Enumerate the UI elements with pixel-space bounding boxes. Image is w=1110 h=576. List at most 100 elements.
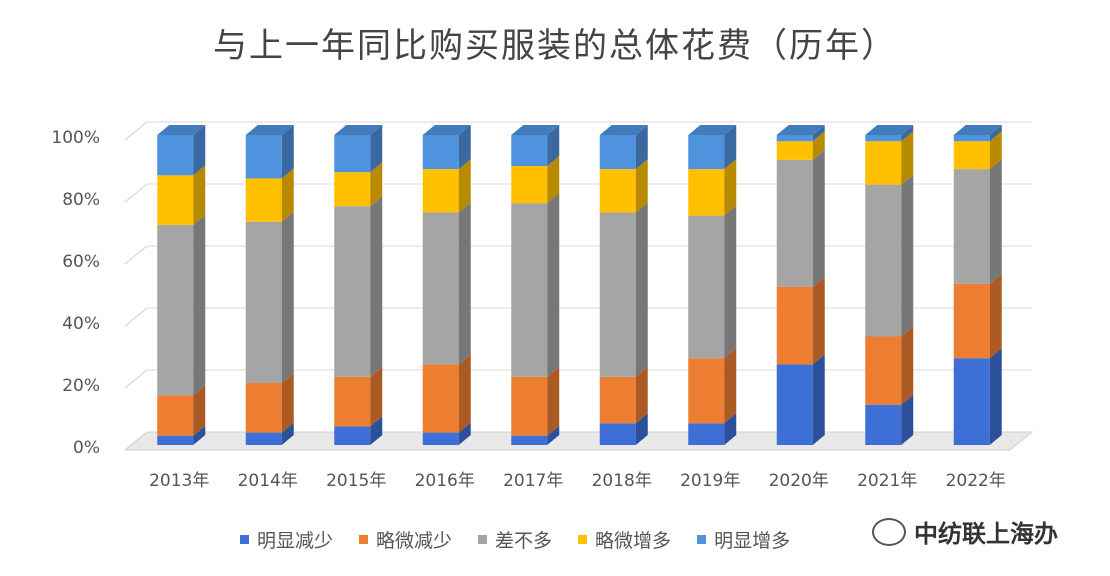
gridline-diagonal [124,121,148,141]
legend-swatch [578,535,588,544]
gridline-diagonal [124,369,148,389]
legend-swatch [697,535,707,544]
bar-segment [599,423,636,445]
bar-segment-side [635,159,648,213]
legend-item: 略微增多 [578,526,671,553]
bar-segment [599,376,636,424]
legend-item: 略微减少 [359,526,452,553]
bar-segment-side [370,416,383,445]
bar-segment-side [724,413,737,445]
bar-segment [422,135,459,170]
bar-segment-side [901,326,914,405]
wechat-icon [872,517,906,546]
bar-segment-top [599,125,648,135]
bar-segment [245,221,282,383]
bar-segment [688,135,725,170]
legend: 明显减少 略微减少 差不多 略微增多 明显增多 [240,526,790,553]
bar-segment-side [989,348,1002,445]
bar-segment [688,215,725,359]
x-tick-label: 2015年 [326,471,386,491]
bar-segment [865,141,902,185]
bar-segment [953,283,990,359]
gridline-diagonal [124,183,148,203]
bar-segment-side [812,354,825,445]
bar-segment [599,169,636,213]
bar-segment-side [193,165,206,225]
chart-title: 与上一年同比购买服装的总体花费（历年） [213,26,897,66]
bar-segment-side [989,159,1002,284]
bar-segment-side [635,202,648,377]
bar-segment [157,435,194,445]
bar-segment [511,166,548,204]
bar-segment [776,286,813,365]
bar-segment-side [724,348,737,424]
bar-segment [422,212,459,365]
bar-segment [245,432,282,445]
bar-segment-side [989,125,1002,142]
bar-segment [157,395,194,436]
bar-segment-side [281,168,294,222]
bar-segment [334,172,371,207]
bar-segment-side [901,174,914,337]
bar-segment-side [193,125,206,176]
bar-segment-side [547,193,560,377]
x-tick-label: 2014年 [238,471,298,491]
x-tick-label: 2021年 [857,471,917,491]
bar-segment-side [370,162,383,207]
legend-label: 明显减少 [257,530,334,552]
legend-label: 略微减少 [376,530,453,552]
bar-segment [422,364,459,433]
bar-segment [511,376,548,436]
x-tick-label: 2013年 [149,471,209,491]
bar-segment [599,135,636,170]
y-tick-label: 60% [62,252,100,272]
bar-segment-top [422,125,471,135]
bar-segment-side [812,125,825,142]
bar-segment-side [458,159,471,213]
bar-segment-side [989,273,1002,359]
gridline-diagonal [124,431,148,451]
bar-segment [334,135,371,173]
bar-segment-side [724,125,737,170]
bar-segment-side [635,413,648,445]
bar-segment-side [370,196,383,377]
bar-segment-top [776,125,825,135]
x-tick-label: 2016年 [415,471,475,491]
bar-segment [953,169,990,284]
gridline-diagonal [124,245,148,265]
bar-segment-top [511,125,560,135]
watermark: 中纺联上海办 [872,514,1058,549]
x-tick-label: 2017年 [503,471,563,491]
bar-segment [511,203,548,377]
bar-segment-side [724,205,737,359]
bar-segment [953,135,990,142]
bar-segment-side [458,125,471,170]
y-tick-label: 0% [73,438,100,458]
bar-segment-side [989,131,1002,170]
legend-label: 差不多 [495,530,553,552]
x-tick-label: 2018年 [592,471,652,491]
bar-segment [865,135,902,142]
bar-segment-side [547,125,560,166]
x-tick-label: 2022年 [946,471,1006,491]
bar-segment [245,383,282,433]
legend-swatch [359,535,369,544]
bar-segment-side [724,159,737,216]
x-tick-label: 2019年 [680,471,740,491]
legend-swatch [478,535,488,544]
bar-segment-side [635,125,648,170]
y-tick-label: 20% [62,376,100,396]
bar-segment-side [458,422,471,445]
watermark-text: 中纺联上海办 [914,520,1058,548]
bar-segment-top [157,125,206,135]
bar-segment-side [635,366,648,424]
bar-segment [245,178,282,222]
y-tick-label: 100% [51,128,100,148]
bar-segment [688,423,725,445]
bar-segment [865,184,902,337]
bar-segment [511,435,548,445]
bar-segment [511,135,548,166]
bar-segment [334,376,371,427]
bar-segment-side [193,385,206,436]
